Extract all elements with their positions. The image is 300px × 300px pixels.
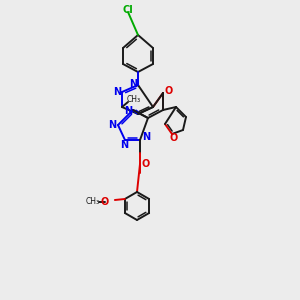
Text: N: N (124, 106, 132, 116)
Text: N: N (108, 120, 116, 130)
Text: O: O (170, 133, 178, 143)
Text: Cl: Cl (123, 5, 134, 15)
Text: O: O (165, 86, 173, 96)
Text: N: N (120, 140, 128, 150)
Text: CH₃: CH₃ (86, 196, 100, 206)
Text: N: N (142, 132, 150, 142)
Text: N: N (129, 79, 137, 89)
Text: N: N (113, 87, 121, 97)
Text: O: O (101, 197, 109, 207)
Text: O: O (142, 159, 150, 169)
Text: CH₃: CH₃ (127, 95, 141, 104)
